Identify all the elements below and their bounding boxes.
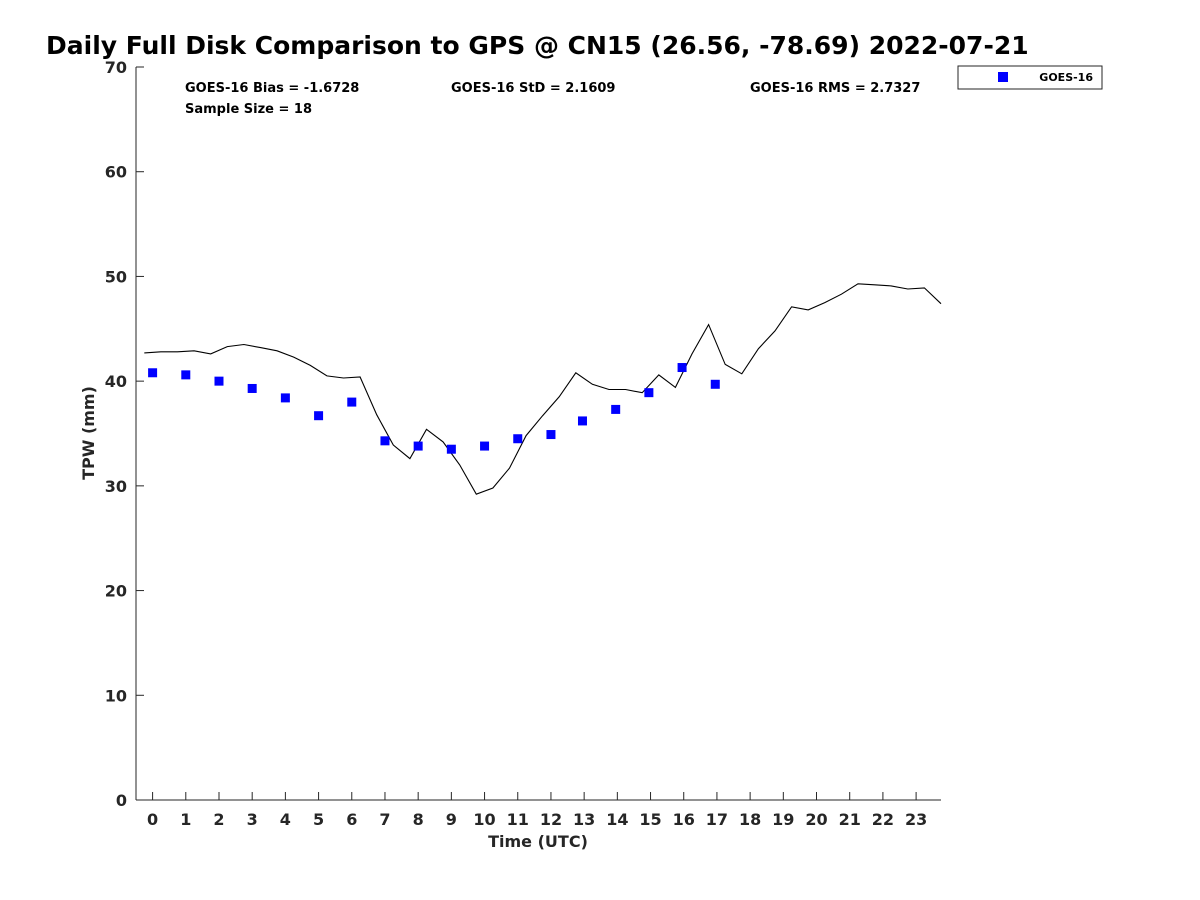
goes16-data-point bbox=[247, 383, 257, 393]
x-tick-label: 13 bbox=[573, 810, 595, 829]
y-tick-label: 50 bbox=[105, 267, 127, 286]
legend: GOES-16 bbox=[957, 65, 1103, 90]
goes16-data-point bbox=[710, 379, 720, 389]
x-tick-label: 17 bbox=[706, 810, 728, 829]
x-tick-label: 6 bbox=[346, 810, 357, 829]
y-tick-label: 0 bbox=[116, 791, 127, 810]
series-layer bbox=[144, 283, 942, 495]
y-tick-label: 20 bbox=[105, 582, 127, 601]
y-tick-label: 70 bbox=[105, 58, 127, 77]
x-tick-label: 14 bbox=[606, 810, 628, 829]
x-tick-label: 19 bbox=[772, 810, 794, 829]
goes16-data-point bbox=[347, 397, 357, 407]
chart-title: Daily Full Disk Comparison to GPS @ CN15… bbox=[46, 31, 1029, 60]
goes16-data-point bbox=[214, 376, 224, 386]
y-ticks: 0 10 20 30 40 50 60 70 bbox=[105, 58, 144, 810]
legend-box bbox=[957, 65, 1103, 90]
x-tick-label: 23 bbox=[905, 810, 927, 829]
goes16-data-point bbox=[148, 368, 158, 378]
gps-tpw-line bbox=[144, 283, 942, 495]
legend-marker-square bbox=[998, 72, 1008, 82]
x-tick-label: 20 bbox=[805, 810, 827, 829]
x-tick-label: 22 bbox=[872, 810, 894, 829]
y-axis-label: TPW (mm) bbox=[79, 386, 98, 480]
goes16-data-point bbox=[546, 430, 556, 440]
x-axis-label: Time (UTC) bbox=[488, 832, 588, 851]
x-tick-label: 21 bbox=[839, 810, 861, 829]
goes16-data-point bbox=[577, 416, 587, 426]
goes16-data-point bbox=[513, 434, 523, 444]
stat-rms: GOES-16 RMS = 2.7327 bbox=[750, 81, 920, 96]
y-tick-label: 60 bbox=[105, 163, 127, 182]
goes16-data-point bbox=[611, 404, 621, 414]
x-tick-label: 9 bbox=[446, 810, 457, 829]
goes16-data-point bbox=[314, 411, 324, 421]
stat-bias: GOES-16 Bias = -1.6728 bbox=[185, 81, 359, 96]
stat-std: GOES-16 StD = 2.1609 bbox=[451, 81, 615, 96]
goes16-data-point bbox=[181, 370, 191, 380]
x-tick-label: 16 bbox=[673, 810, 695, 829]
x-tick-label: 5 bbox=[313, 810, 324, 829]
y-tick-label: 30 bbox=[105, 477, 127, 496]
x-tick-label: 18 bbox=[739, 810, 761, 829]
stat-sample-size: Sample Size = 18 bbox=[185, 102, 312, 117]
y-tick-label: 40 bbox=[105, 372, 127, 391]
plot-area: 0 1 2 3 4 5 6 7 8 9 10 11 12 13 14 15 16 17 18 19 20 21 22 23 0… bbox=[105, 58, 942, 829]
x-tick-label: 1 bbox=[180, 810, 191, 829]
legend-label: GOES-16 bbox=[1039, 71, 1093, 84]
goes16-data-point bbox=[380, 436, 390, 446]
stats-box: GOES-16 Bias = -1.6728 GOES-16 StD = 2.1… bbox=[185, 81, 920, 117]
x-tick-label: 10 bbox=[473, 810, 495, 829]
goes16-data-point bbox=[446, 444, 456, 454]
x-tick-label: 15 bbox=[639, 810, 661, 829]
x-tick-label: 2 bbox=[213, 810, 224, 829]
x-tick-label: 7 bbox=[379, 810, 390, 829]
plot-frame bbox=[136, 67, 941, 800]
goes16-data-point bbox=[644, 388, 654, 398]
x-ticks: 0 1 2 3 4 5 6 7 8 9 10 11 12 13 14 15 16 17 18 19 20 21 22 23 bbox=[147, 792, 927, 829]
goes16-data-point bbox=[413, 441, 423, 451]
goes16-data-point bbox=[677, 363, 687, 373]
x-tick-label: 8 bbox=[413, 810, 424, 829]
x-tick-label: 3 bbox=[247, 810, 258, 829]
x-tick-label: 4 bbox=[280, 810, 291, 829]
goes16-data-point bbox=[480, 441, 490, 451]
x-tick-label: 12 bbox=[540, 810, 562, 829]
x-tick-label: 11 bbox=[507, 810, 529, 829]
y-tick-label: 10 bbox=[105, 686, 127, 705]
x-tick-label: 0 bbox=[147, 810, 158, 829]
goes16-data-point bbox=[280, 393, 290, 403]
